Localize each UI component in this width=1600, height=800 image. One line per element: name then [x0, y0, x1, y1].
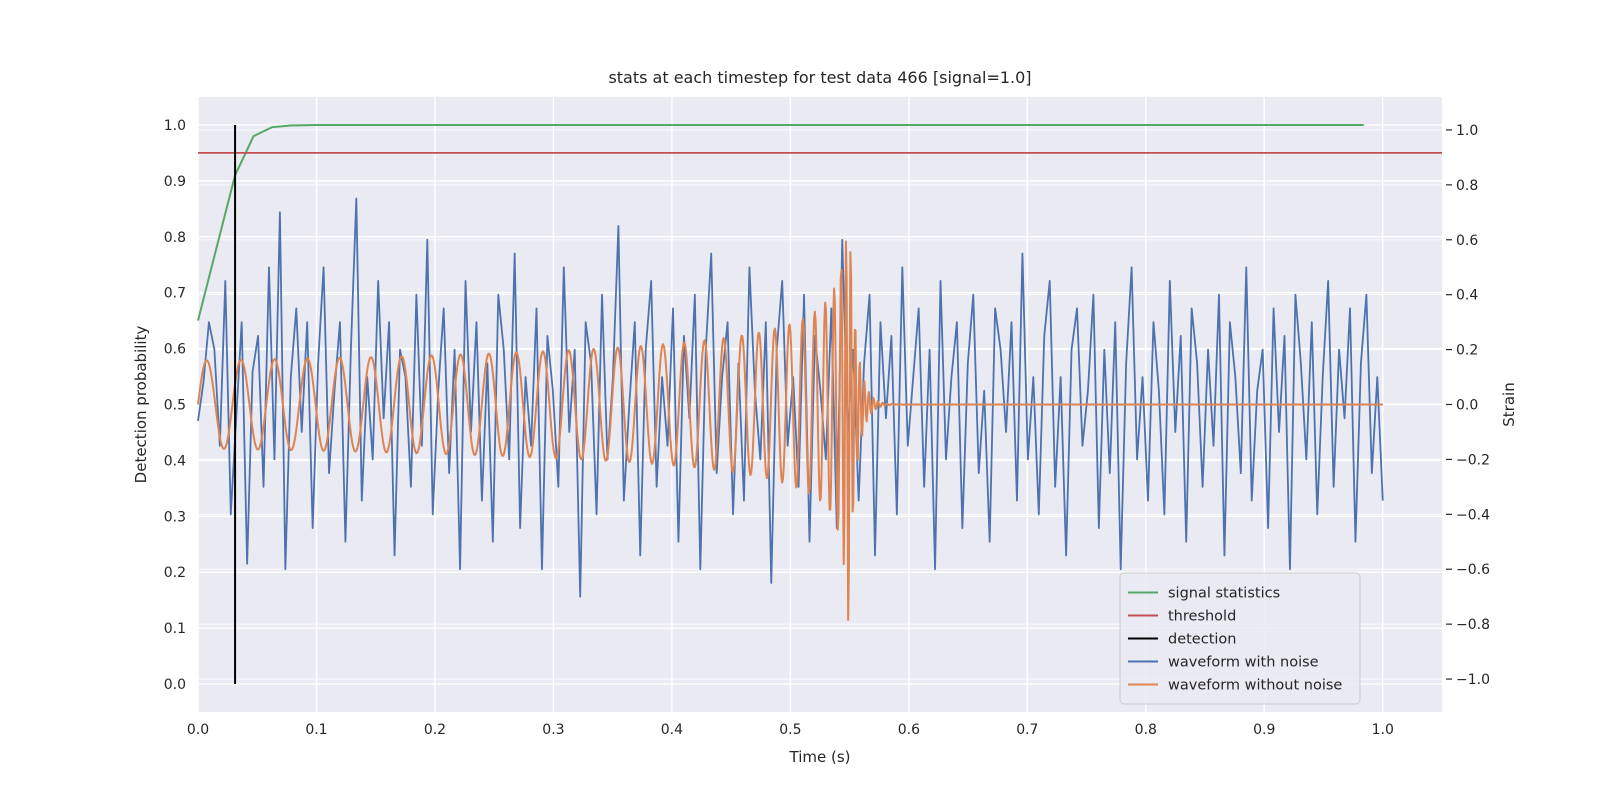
x-tick-label: 0.0: [187, 722, 209, 738]
left-y-tick-label: 0.8: [164, 230, 186, 246]
right-y-axis-label: Strain: [1500, 382, 1518, 426]
right-y-tick-label: 1.0: [1456, 123, 1478, 139]
left-y-tick-label: 0.0: [164, 677, 186, 693]
left-y-tick-label: 0.3: [164, 509, 186, 525]
series-signal-statistics: [197, 123, 1364, 321]
x-tick-label: 0.7: [1016, 722, 1038, 738]
x-tick-label: 0.2: [424, 722, 446, 738]
legend-label: waveform with noise: [1168, 655, 1319, 671]
left-y-tick-label: 0.5: [164, 398, 186, 414]
left-y-axis-label: Detection probability: [132, 326, 150, 484]
right-y-tick-label: −1.0: [1456, 672, 1490, 688]
x-tick-label: 0.1: [305, 722, 327, 738]
series-waveform-without-noise: [197, 240, 1384, 621]
left-y-tick-label: 0.6: [164, 342, 186, 358]
legend: signal statistics threshold detection wavef…: [1119, 572, 1361, 705]
x-axis-label: Time (s): [789, 748, 851, 766]
right-y-tick-label: 0.0: [1456, 398, 1478, 414]
legend-label: waveform without noise: [1168, 678, 1342, 694]
left-y-tick-label: 0.2: [164, 565, 186, 581]
x-tick-label: 0.4: [661, 722, 683, 738]
series-waveform-with-noise: [197, 197, 1384, 598]
right-y-tick-label: −0.8: [1456, 617, 1490, 633]
legend-label: detection: [1168, 632, 1236, 648]
right-y-tick-label: 0.8: [1456, 178, 1478, 194]
left-y-tick-label: 0.1: [164, 621, 186, 637]
legend-label: signal statistics: [1168, 586, 1280, 602]
right-y-tick-label: 0.6: [1456, 233, 1478, 249]
x-tick-label: 1.0: [1372, 722, 1394, 738]
left-y-tick-label: 0.9: [164, 174, 186, 190]
left-y-tick-label: 0.7: [164, 286, 186, 302]
legend-box: [1119, 572, 1361, 705]
right-y-tick-label: −0.4: [1456, 507, 1490, 523]
series-layer: [197, 123, 1442, 685]
x-tick-label: 0.9: [1253, 722, 1275, 738]
ticks: 0.0 0.1 0.2 0.3 0.4 0.5 0.6 0.7 0.8 0.9 1.0 0.0 0.1 0…: [164, 118, 1490, 738]
right-y-tick-label: −0.2: [1456, 452, 1490, 468]
right-y-tick-label: 0.4: [1456, 288, 1478, 304]
left-y-tick-label: 1.0: [164, 118, 186, 134]
x-tick-label: 0.8: [1135, 722, 1157, 738]
right-y-tick-label: −0.6: [1456, 562, 1490, 578]
x-tick-label: 0.3: [542, 722, 564, 738]
left-y-tick-label: 0.4: [164, 453, 186, 469]
x-tick-label: 0.5: [779, 722, 801, 738]
chart-title: stats at each timestep for test data 466…: [608, 68, 1031, 87]
right-y-tick-label: 0.2: [1456, 343, 1478, 359]
legend-label: threshold: [1168, 609, 1236, 625]
x-tick-label: 0.6: [898, 722, 920, 738]
